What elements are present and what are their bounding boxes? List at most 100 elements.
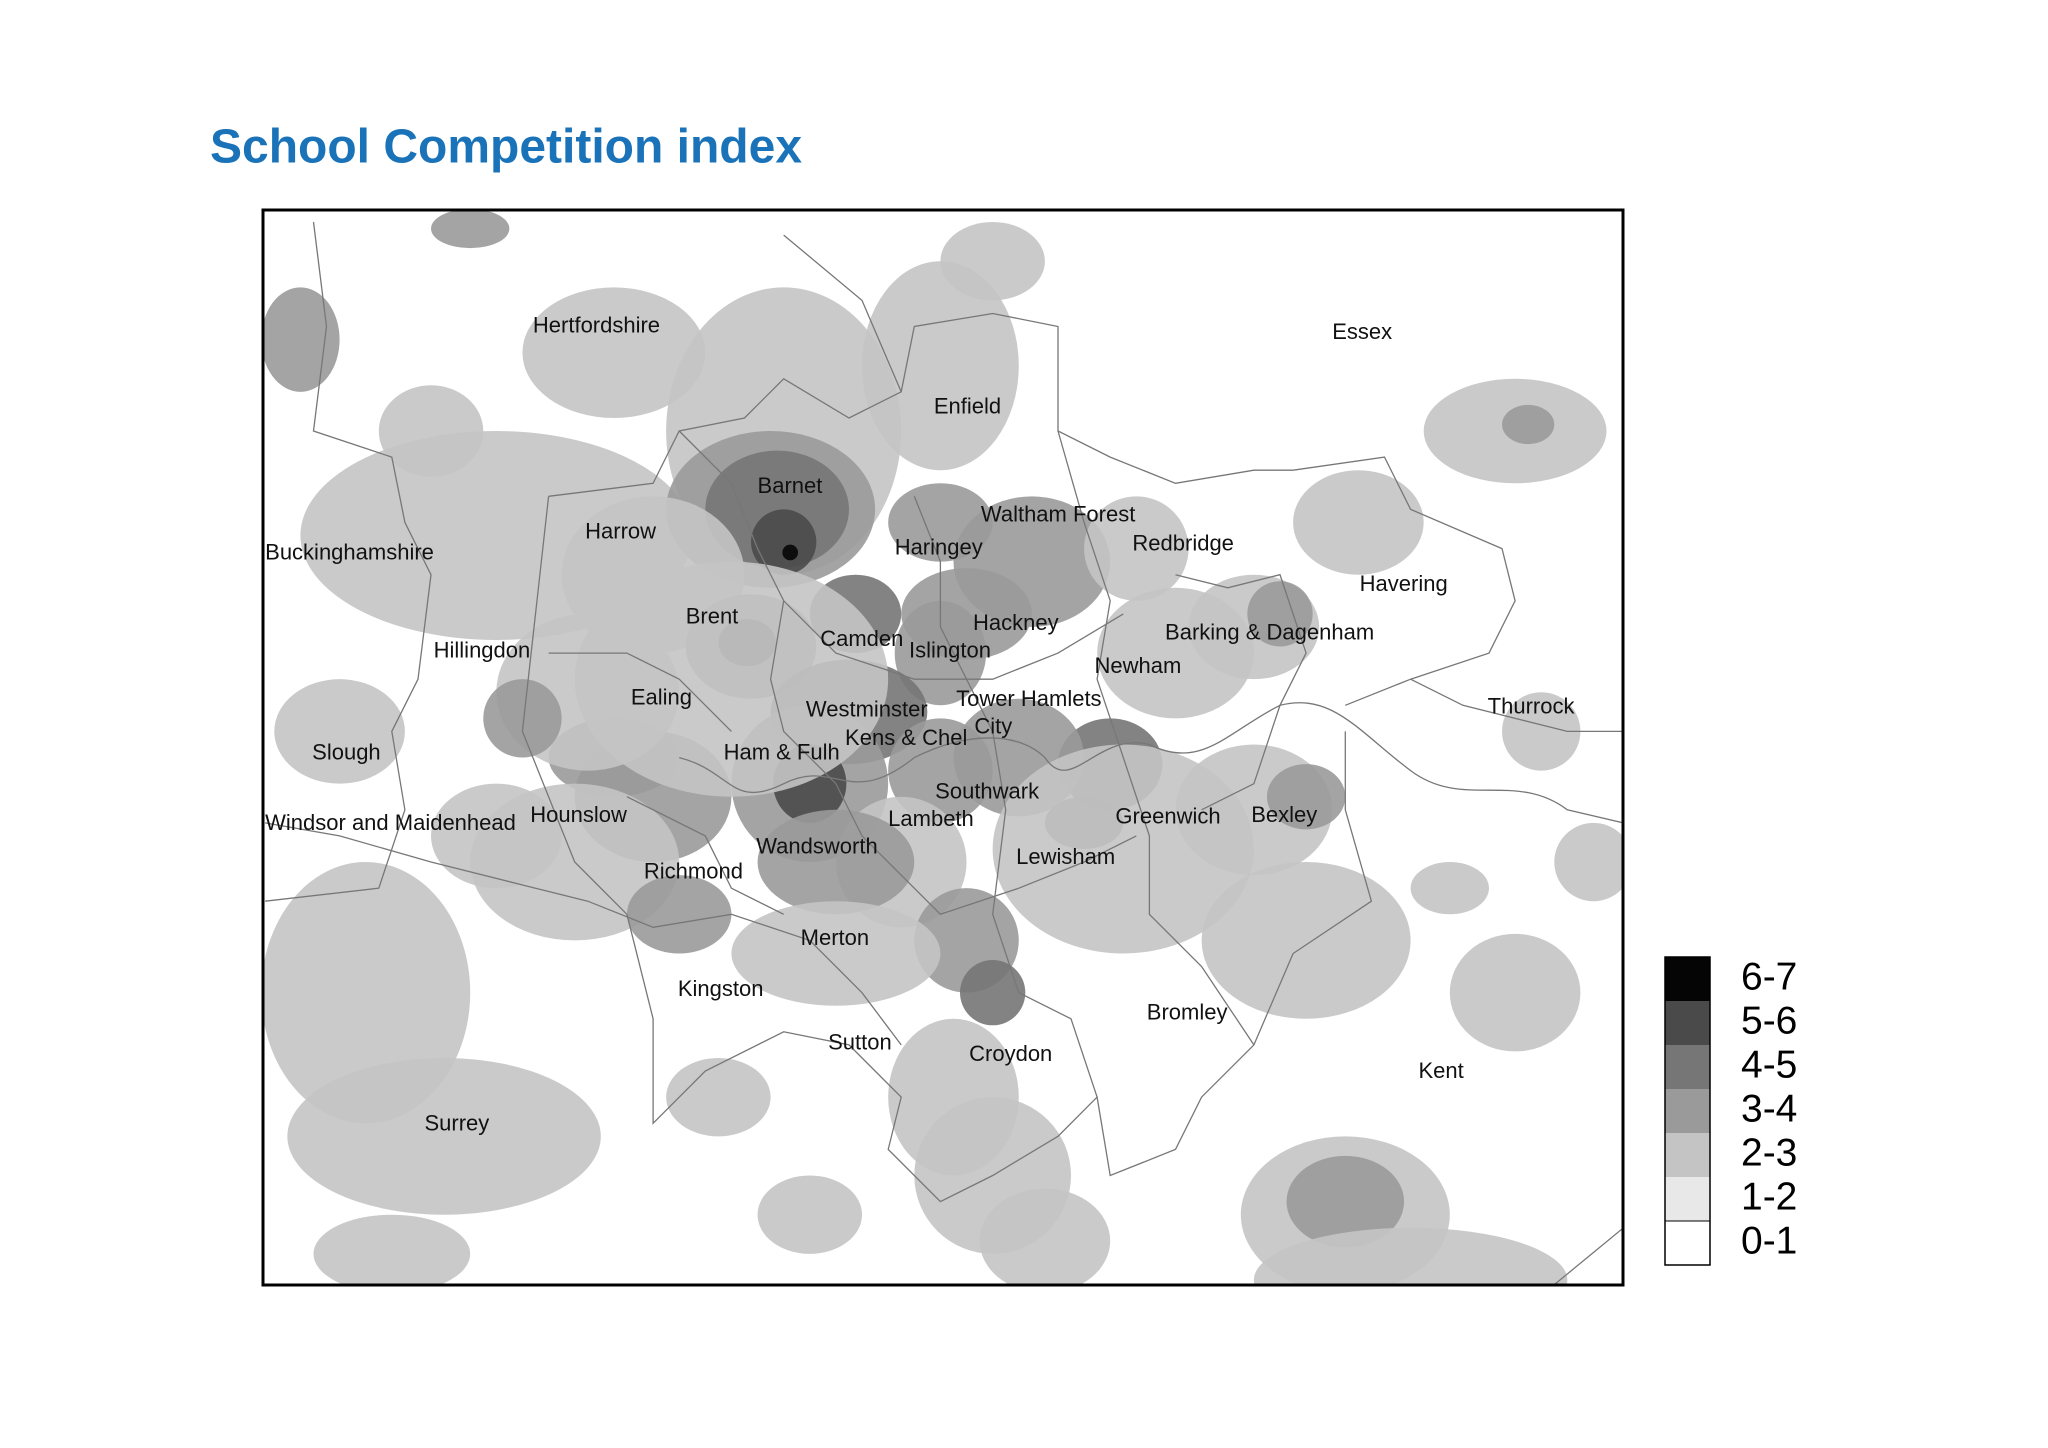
place-label: Barnet xyxy=(758,473,823,498)
place-label: Camden xyxy=(820,626,903,651)
shade-blob xyxy=(1449,933,1581,1052)
place-label: Ealing xyxy=(631,685,692,710)
shade-blob xyxy=(1097,587,1254,719)
legend-swatch xyxy=(1665,1045,1710,1089)
shade-blob xyxy=(263,862,471,1124)
place-label: Haringey xyxy=(895,534,983,559)
place-label: Ham & Fulh xyxy=(724,739,840,764)
boundary xyxy=(1057,430,1255,1046)
place-label: Richmond xyxy=(644,858,743,883)
shade-blob xyxy=(431,210,510,249)
shade-blob xyxy=(1502,692,1581,771)
place-label: Newham xyxy=(1095,653,1182,678)
place-label: Lewisham xyxy=(1016,844,1115,869)
shade-blob xyxy=(626,875,732,954)
shade-blob xyxy=(1502,404,1555,445)
place-label: Sutton xyxy=(828,1029,892,1054)
boundary xyxy=(783,234,1623,1285)
place-label: Windsor and Maidenhead xyxy=(265,810,516,835)
place-label: Islington xyxy=(909,638,991,663)
place-label: Tower Hamlets xyxy=(956,686,1101,711)
shade-blob xyxy=(378,385,484,477)
shade-blob xyxy=(731,901,941,1006)
legend-swatch xyxy=(1664,1220,1711,1266)
shade-blob xyxy=(1410,862,1489,915)
shade-blob xyxy=(1253,1227,1568,1285)
legend-label: 6-7 xyxy=(1741,955,1797,998)
legend-swatch xyxy=(1665,1089,1710,1133)
place-label: Croydon xyxy=(969,1041,1052,1066)
shade-blob xyxy=(666,1057,771,1137)
place-label: Kent xyxy=(1418,1058,1463,1083)
legend-label: 0-1 xyxy=(1741,1219,1797,1262)
place-label: Bromley xyxy=(1147,999,1228,1024)
place-label: Merton xyxy=(801,925,869,950)
boundary xyxy=(265,221,432,902)
shade-blob xyxy=(568,522,660,601)
shade-blob xyxy=(1293,470,1424,575)
place-label: Slough xyxy=(312,739,381,764)
place-label: Redbridge xyxy=(1132,530,1234,555)
place-label: City xyxy=(974,713,1012,738)
place-label: Southwark xyxy=(935,779,1040,804)
shade-blob xyxy=(940,222,1045,301)
boundary xyxy=(769,600,1137,916)
legend-swatch xyxy=(1665,1001,1710,1045)
title: School Competition index xyxy=(210,121,802,174)
place-label: Hertfordshire xyxy=(533,312,660,337)
place-label: Harrow xyxy=(585,519,656,544)
legend-label: 4-5 xyxy=(1741,1043,1797,1086)
shade-blob xyxy=(274,679,405,784)
place-label: Kens & Chel xyxy=(845,725,967,750)
boundary xyxy=(1175,573,1623,811)
place-label: Essex xyxy=(1332,319,1392,344)
legend-border xyxy=(1664,956,1711,1266)
place-label: Surrey xyxy=(424,1110,489,1135)
shade-blob xyxy=(313,1214,471,1285)
shade-blob xyxy=(862,261,1019,471)
place-label: Enfield xyxy=(934,393,1001,418)
shade-blob xyxy=(960,960,1026,1026)
place-label: Brent xyxy=(686,604,739,629)
shade-blob xyxy=(751,509,817,575)
boundary xyxy=(264,822,902,1046)
shade-blob xyxy=(757,1175,863,1254)
shade-blob xyxy=(522,287,706,418)
shade-blob xyxy=(1266,764,1346,830)
shade-blob xyxy=(979,1188,1111,1285)
legend-label: 1-2 xyxy=(1741,1175,1797,1218)
place-label: Wandsworth xyxy=(756,833,877,858)
place-label: Bexley xyxy=(1251,802,1317,827)
place-labels: Hertfordshire Essex Enfield Barnet Waltham F… xyxy=(265,312,1575,1135)
legend-label: 3-4 xyxy=(1741,1087,1797,1130)
legend-swatch xyxy=(1665,1177,1710,1221)
shade-blob xyxy=(1554,822,1623,902)
shade-blob xyxy=(888,483,993,562)
shade-blob xyxy=(757,809,915,915)
legend-label: 5-6 xyxy=(1741,999,1797,1042)
boundary xyxy=(548,312,1516,706)
place-label: Lambeth xyxy=(888,806,974,831)
shade-blob xyxy=(1084,496,1189,601)
shade-blob xyxy=(431,783,562,889)
shade-blob xyxy=(1247,581,1313,647)
map-frame xyxy=(261,208,1625,1287)
place-label: Westminster xyxy=(806,696,928,721)
boundary xyxy=(548,652,784,915)
place-label: Havering xyxy=(1360,571,1448,596)
shade-blob xyxy=(483,679,562,758)
place-label: Hackney xyxy=(973,610,1059,635)
shade-blob xyxy=(287,1057,601,1215)
boundaries xyxy=(264,221,1623,1285)
boundary xyxy=(913,496,1098,1098)
legend-label: 2-3 xyxy=(1741,1131,1797,1174)
place-label: Hillingdon xyxy=(434,638,531,663)
place-label: Waltham Forest xyxy=(981,502,1135,527)
place-label: Barking & Dagenham xyxy=(1165,619,1374,644)
place-label: Hounslow xyxy=(530,802,627,827)
place-label: Buckinghamshire xyxy=(265,540,434,565)
legend: 6-75-64-53-42-31-20-1 xyxy=(1664,955,1797,1266)
place-label: Thurrock xyxy=(1488,694,1576,719)
